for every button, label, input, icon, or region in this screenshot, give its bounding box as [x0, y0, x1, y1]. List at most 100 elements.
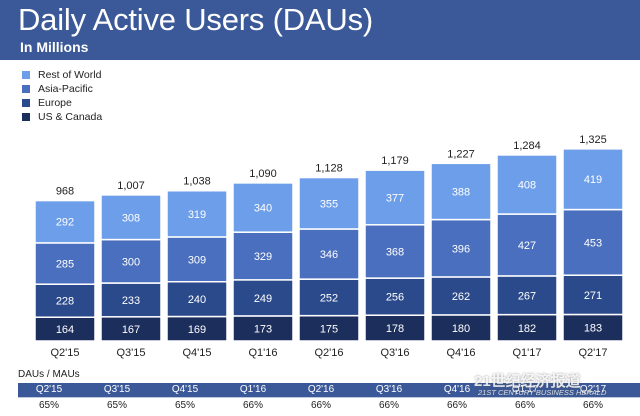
bar-value-label: 262: [452, 291, 470, 303]
bar-segment: [496, 154, 558, 215]
bar-value-label: 183: [584, 323, 602, 335]
bar-total-label: 1,128: [315, 163, 343, 175]
chart-legend: Rest of World Asia-Pacific Europe US & C…: [22, 68, 102, 124]
x-tick-label: Q4'16: [446, 347, 475, 359]
bar-segment: [298, 314, 360, 342]
bar-segment: [496, 313, 558, 342]
legend-swatch: [22, 85, 30, 93]
bar-segment: [232, 182, 294, 233]
watermark-text: 21世纪经济报道: [474, 373, 581, 390]
bar-value-label: 300: [122, 256, 140, 268]
bar-segment: [430, 162, 492, 221]
bar-value-label: 396: [452, 243, 470, 255]
dau-mau-value-row: 65% 65% 65% 66% 66% 66% 66% 66% 66%: [18, 399, 640, 413]
divider: [18, 397, 640, 398]
bar-value-label: 182: [518, 323, 536, 335]
bar-segment: [562, 274, 624, 316]
page-subtitle: In Millions: [20, 39, 89, 55]
dau-mau-value: 66%: [310, 400, 331, 411]
bar-value-label: 340: [254, 203, 272, 215]
bar-value-label: 427: [518, 240, 536, 252]
bar-total-label: 1,325: [579, 134, 607, 146]
legend-item-asia-pacific: Asia-Pacific: [22, 82, 102, 96]
bar-value-label: 419: [584, 174, 602, 186]
bar-total-label: 968: [56, 186, 74, 198]
bar-value-label: 167: [122, 324, 140, 336]
legend-swatch: [22, 99, 30, 107]
bar-value-label: 355: [320, 198, 338, 210]
bar-segment: [562, 208, 624, 276]
bar-value-label: 408: [518, 180, 536, 192]
dau-mau-quarter: Q1'16: [239, 384, 267, 395]
bar-total-label: 1,227: [447, 148, 475, 160]
dau-mau-value: 66%: [446, 400, 467, 411]
bar-segment: [496, 275, 558, 316]
bar-segment: [298, 228, 360, 280]
x-tick-label: Q1'17: [512, 347, 541, 359]
bar-value-label: 285: [56, 259, 74, 271]
dau-mau-quarter: Q2'16: [307, 384, 335, 395]
bar-segment: [298, 176, 360, 230]
legend-item-us-canada: US & Canada: [22, 110, 102, 124]
bar-segment: [232, 279, 294, 317]
bar-value-label: 267: [518, 290, 536, 302]
bar-total-label: 1,179: [381, 155, 409, 167]
bar-value-label: 169: [188, 324, 206, 336]
bar-value-label: 453: [584, 237, 602, 249]
bar-value-label: 368: [386, 246, 404, 258]
x-tick-label: Q3'15: [116, 347, 145, 359]
bar-value-label: 388: [452, 186, 470, 198]
dau-mau-value: 65%: [38, 400, 59, 411]
bar-segment: [562, 313, 624, 342]
bar-segment: [34, 283, 96, 318]
bar-value-label: 164: [56, 324, 74, 336]
legend-swatch: [22, 71, 30, 79]
bar-value-label: 292: [56, 217, 74, 229]
bar-segment: [232, 315, 294, 342]
title-banner: Daily Active Users (DAUs) In Millions: [0, 0, 640, 60]
x-tick-label: Q2'17: [578, 347, 607, 359]
legend-swatch: [22, 113, 30, 121]
bar-value-label: 256: [386, 292, 404, 304]
bar-value-label: 309: [188, 254, 206, 266]
bar-segment: [166, 189, 228, 238]
legend-item-europe: Europe: [22, 96, 102, 110]
dau-mau-quarter: Q4'16: [443, 384, 471, 395]
bar-segment: [364, 314, 426, 342]
bar-total-label: 1,007: [117, 180, 145, 192]
bar-value-label: 249: [254, 293, 272, 305]
bar-segment: [100, 316, 162, 342]
bar-total-label: 1,038: [183, 176, 211, 188]
bar-segment: [100, 282, 162, 318]
bar-segment: [364, 169, 426, 226]
legend-label: US & Canada: [38, 111, 103, 123]
bar-segment: [166, 236, 228, 283]
bar-value-label: 319: [188, 209, 206, 221]
dau-mau-value: 65%: [174, 400, 195, 411]
bar-segment: [34, 199, 96, 244]
legend-label: Europe: [38, 97, 72, 109]
dau-mau-quarter: Q3'16: [375, 384, 403, 395]
dau-mau-quarter: Q4'15: [171, 384, 199, 395]
legend-label: Asia-Pacific: [38, 83, 93, 95]
dau-mau-value: 66%: [514, 400, 535, 411]
bar-value-label: 240: [188, 294, 206, 306]
dau-mau-value: 66%: [242, 400, 263, 411]
bar-total-label: 1,090: [249, 168, 277, 180]
bar-total-label: 1,284: [513, 140, 541, 152]
bar-value-label: 233: [122, 295, 140, 307]
bar-value-label: 377: [386, 192, 404, 204]
x-tick-label: Q2'16: [314, 347, 343, 359]
bar-value-label: 308: [122, 212, 140, 224]
legend-item-rest-of-world: Rest of World: [22, 68, 102, 82]
bar-value-label: 252: [320, 292, 338, 304]
bar-value-label: 173: [254, 323, 272, 335]
page-title: Daily Active Users (DAUs): [18, 2, 373, 37]
dau-mau-quarter: Q2'15: [35, 384, 63, 395]
bar-value-label: 271: [584, 290, 602, 302]
bar-segment: [34, 242, 96, 285]
dau-mau-quarter: Q3'15: [103, 384, 131, 395]
bar-value-label: 228: [56, 296, 74, 308]
bar-value-label: 178: [386, 323, 404, 335]
bar-segment: [364, 224, 426, 279]
